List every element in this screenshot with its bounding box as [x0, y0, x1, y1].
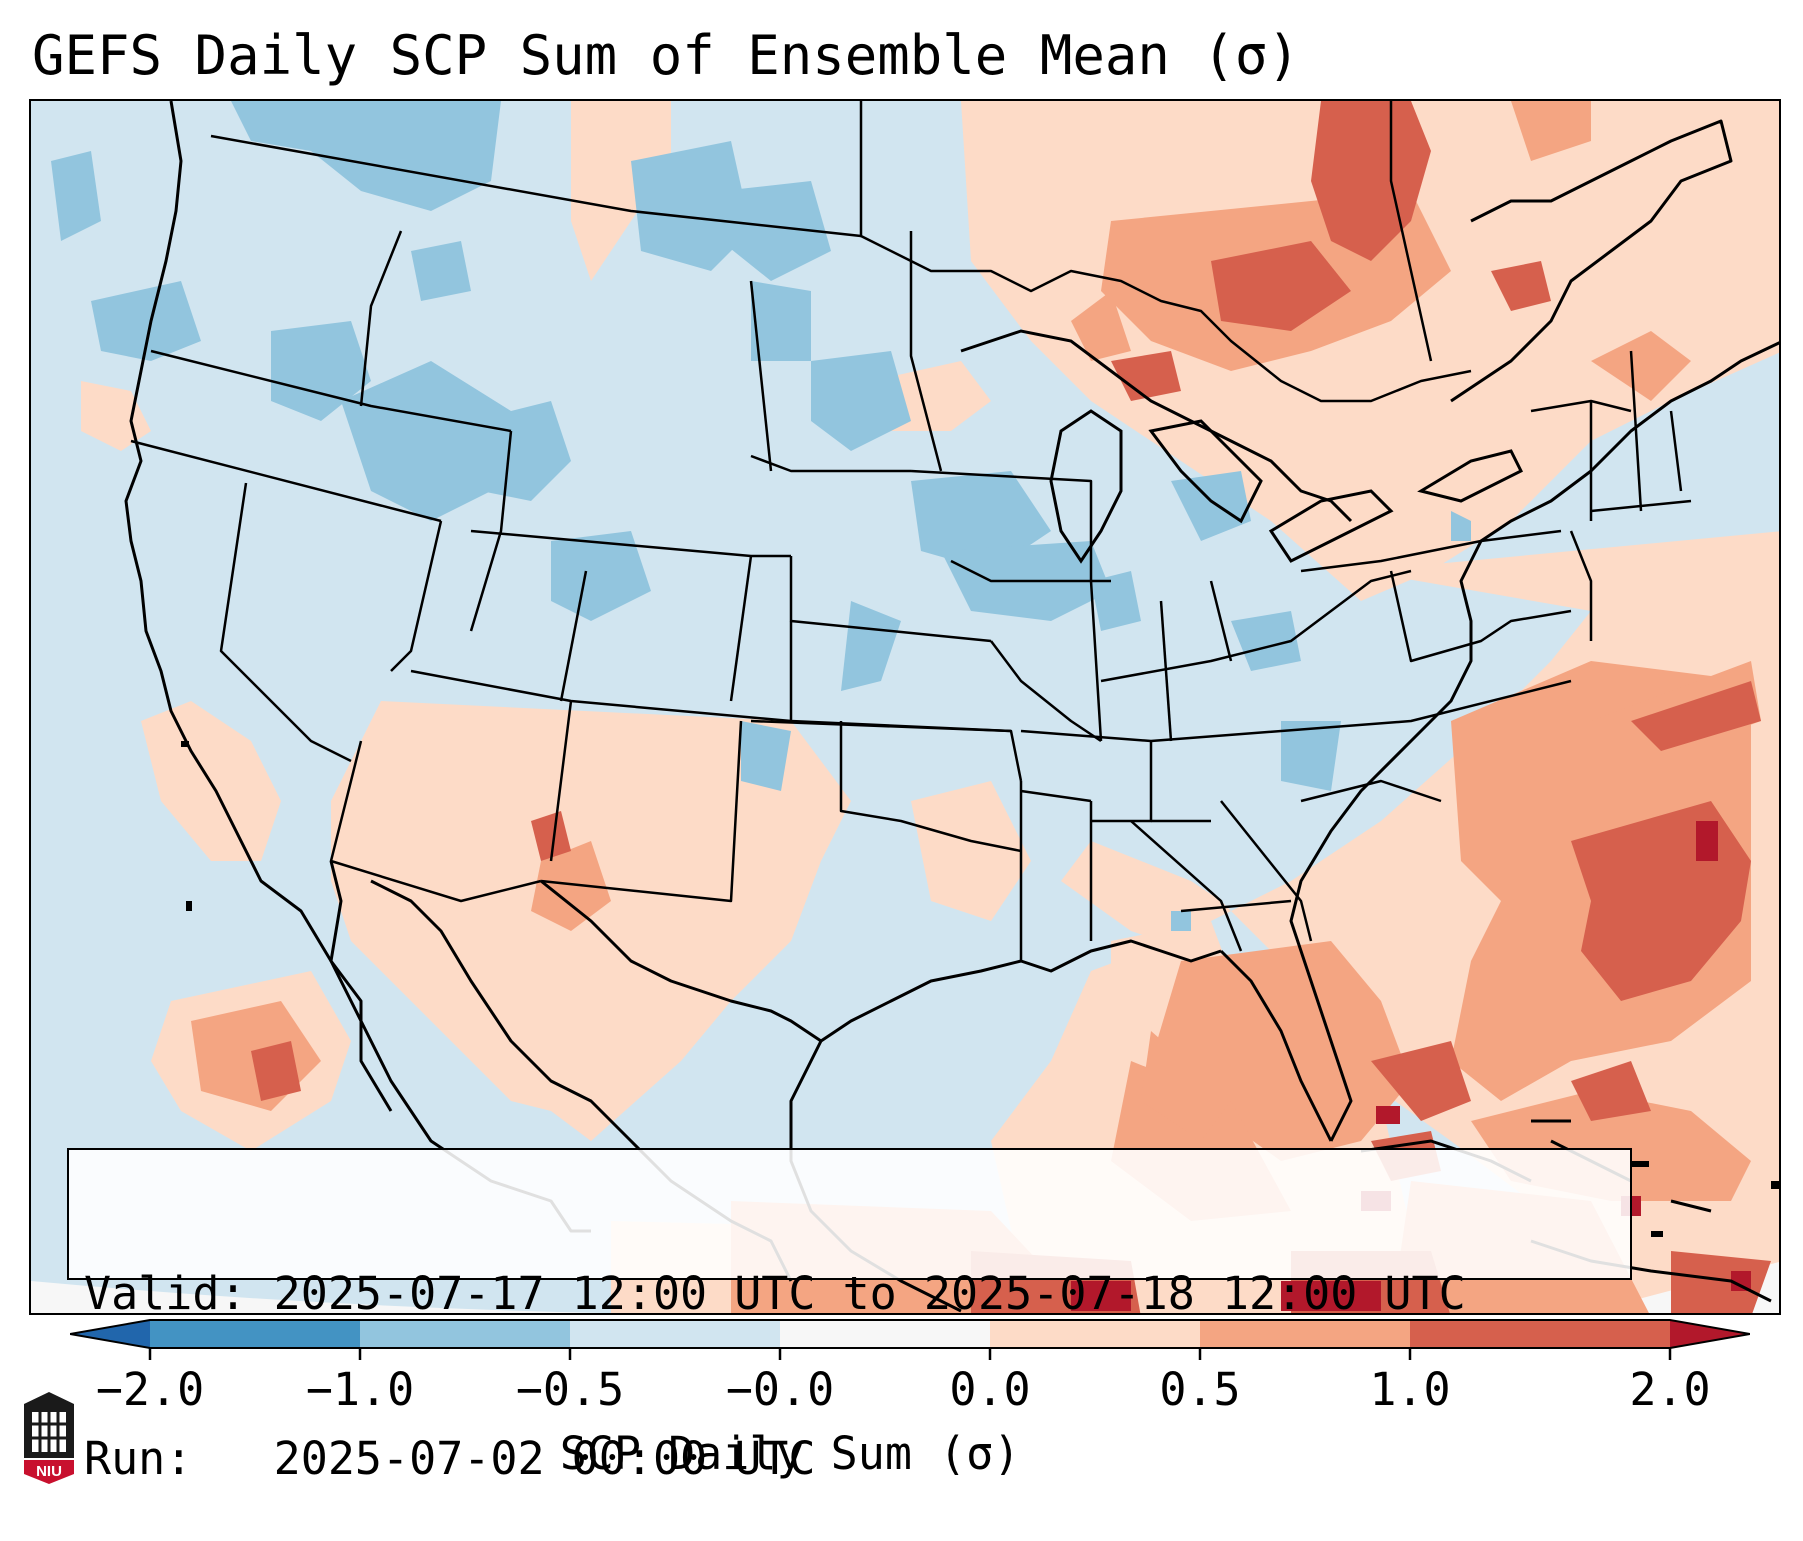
state-borders — [130, 101, 1692, 961]
colorbar-segment — [990, 1320, 1200, 1348]
colorbar-tick-label: 1.0 — [1369, 1363, 1451, 1416]
colorbar-title: SCP Daily Sum (σ) — [559, 1427, 1021, 1480]
logo-text: NIU — [36, 1463, 62, 1480]
colorbar-tick-label: −0.0 — [725, 1363, 835, 1416]
valid-time-text: Valid: 2025-07-17 12:00 UTC to 2025-07-1… — [84, 1267, 1466, 1320]
map-canvas — [31, 101, 1779, 1313]
colorbar-tick-label: 2.0 — [1629, 1363, 1711, 1416]
colorbar-segment — [70, 1320, 150, 1348]
colorbar-tick-label: 0.5 — [1159, 1363, 1241, 1416]
colorbar-segment — [1200, 1320, 1410, 1348]
run-time-text: Run: 2025-07-02 00:00 UTC — [84, 1432, 816, 1485]
valid-run-info-box: Valid: 2025-07-17 12:00 UTC to 2025-07-1… — [67, 1148, 1632, 1485]
colorbar-tick-label: 0.0 — [949, 1363, 1031, 1416]
colorbar-segment — [570, 1320, 780, 1348]
figure-title: GEFS Daily SCP Sum of Ensemble Mean (σ) — [32, 24, 1300, 87]
colorbar-segment — [360, 1320, 570, 1348]
map-panel — [29, 99, 1781, 1315]
islands — [181, 741, 1779, 1237]
niu-logo: NIU — [24, 1392, 74, 1484]
colorbar-segment — [780, 1320, 990, 1348]
colorbar-segment — [150, 1320, 360, 1348]
colorbar-tick-label: −0.5 — [515, 1363, 625, 1416]
great-lakes — [960, 329, 1524, 564]
colorbar-tick-label: −1.0 — [305, 1363, 415, 1416]
negative-anomaly — [51, 101, 1471, 931]
colorbar-segment — [1410, 1320, 1670, 1348]
colorbar-tick-label: −2.0 — [95, 1363, 205, 1416]
colorbar — [70, 1319, 1750, 1360]
colorbar-segment — [1670, 1320, 1750, 1348]
